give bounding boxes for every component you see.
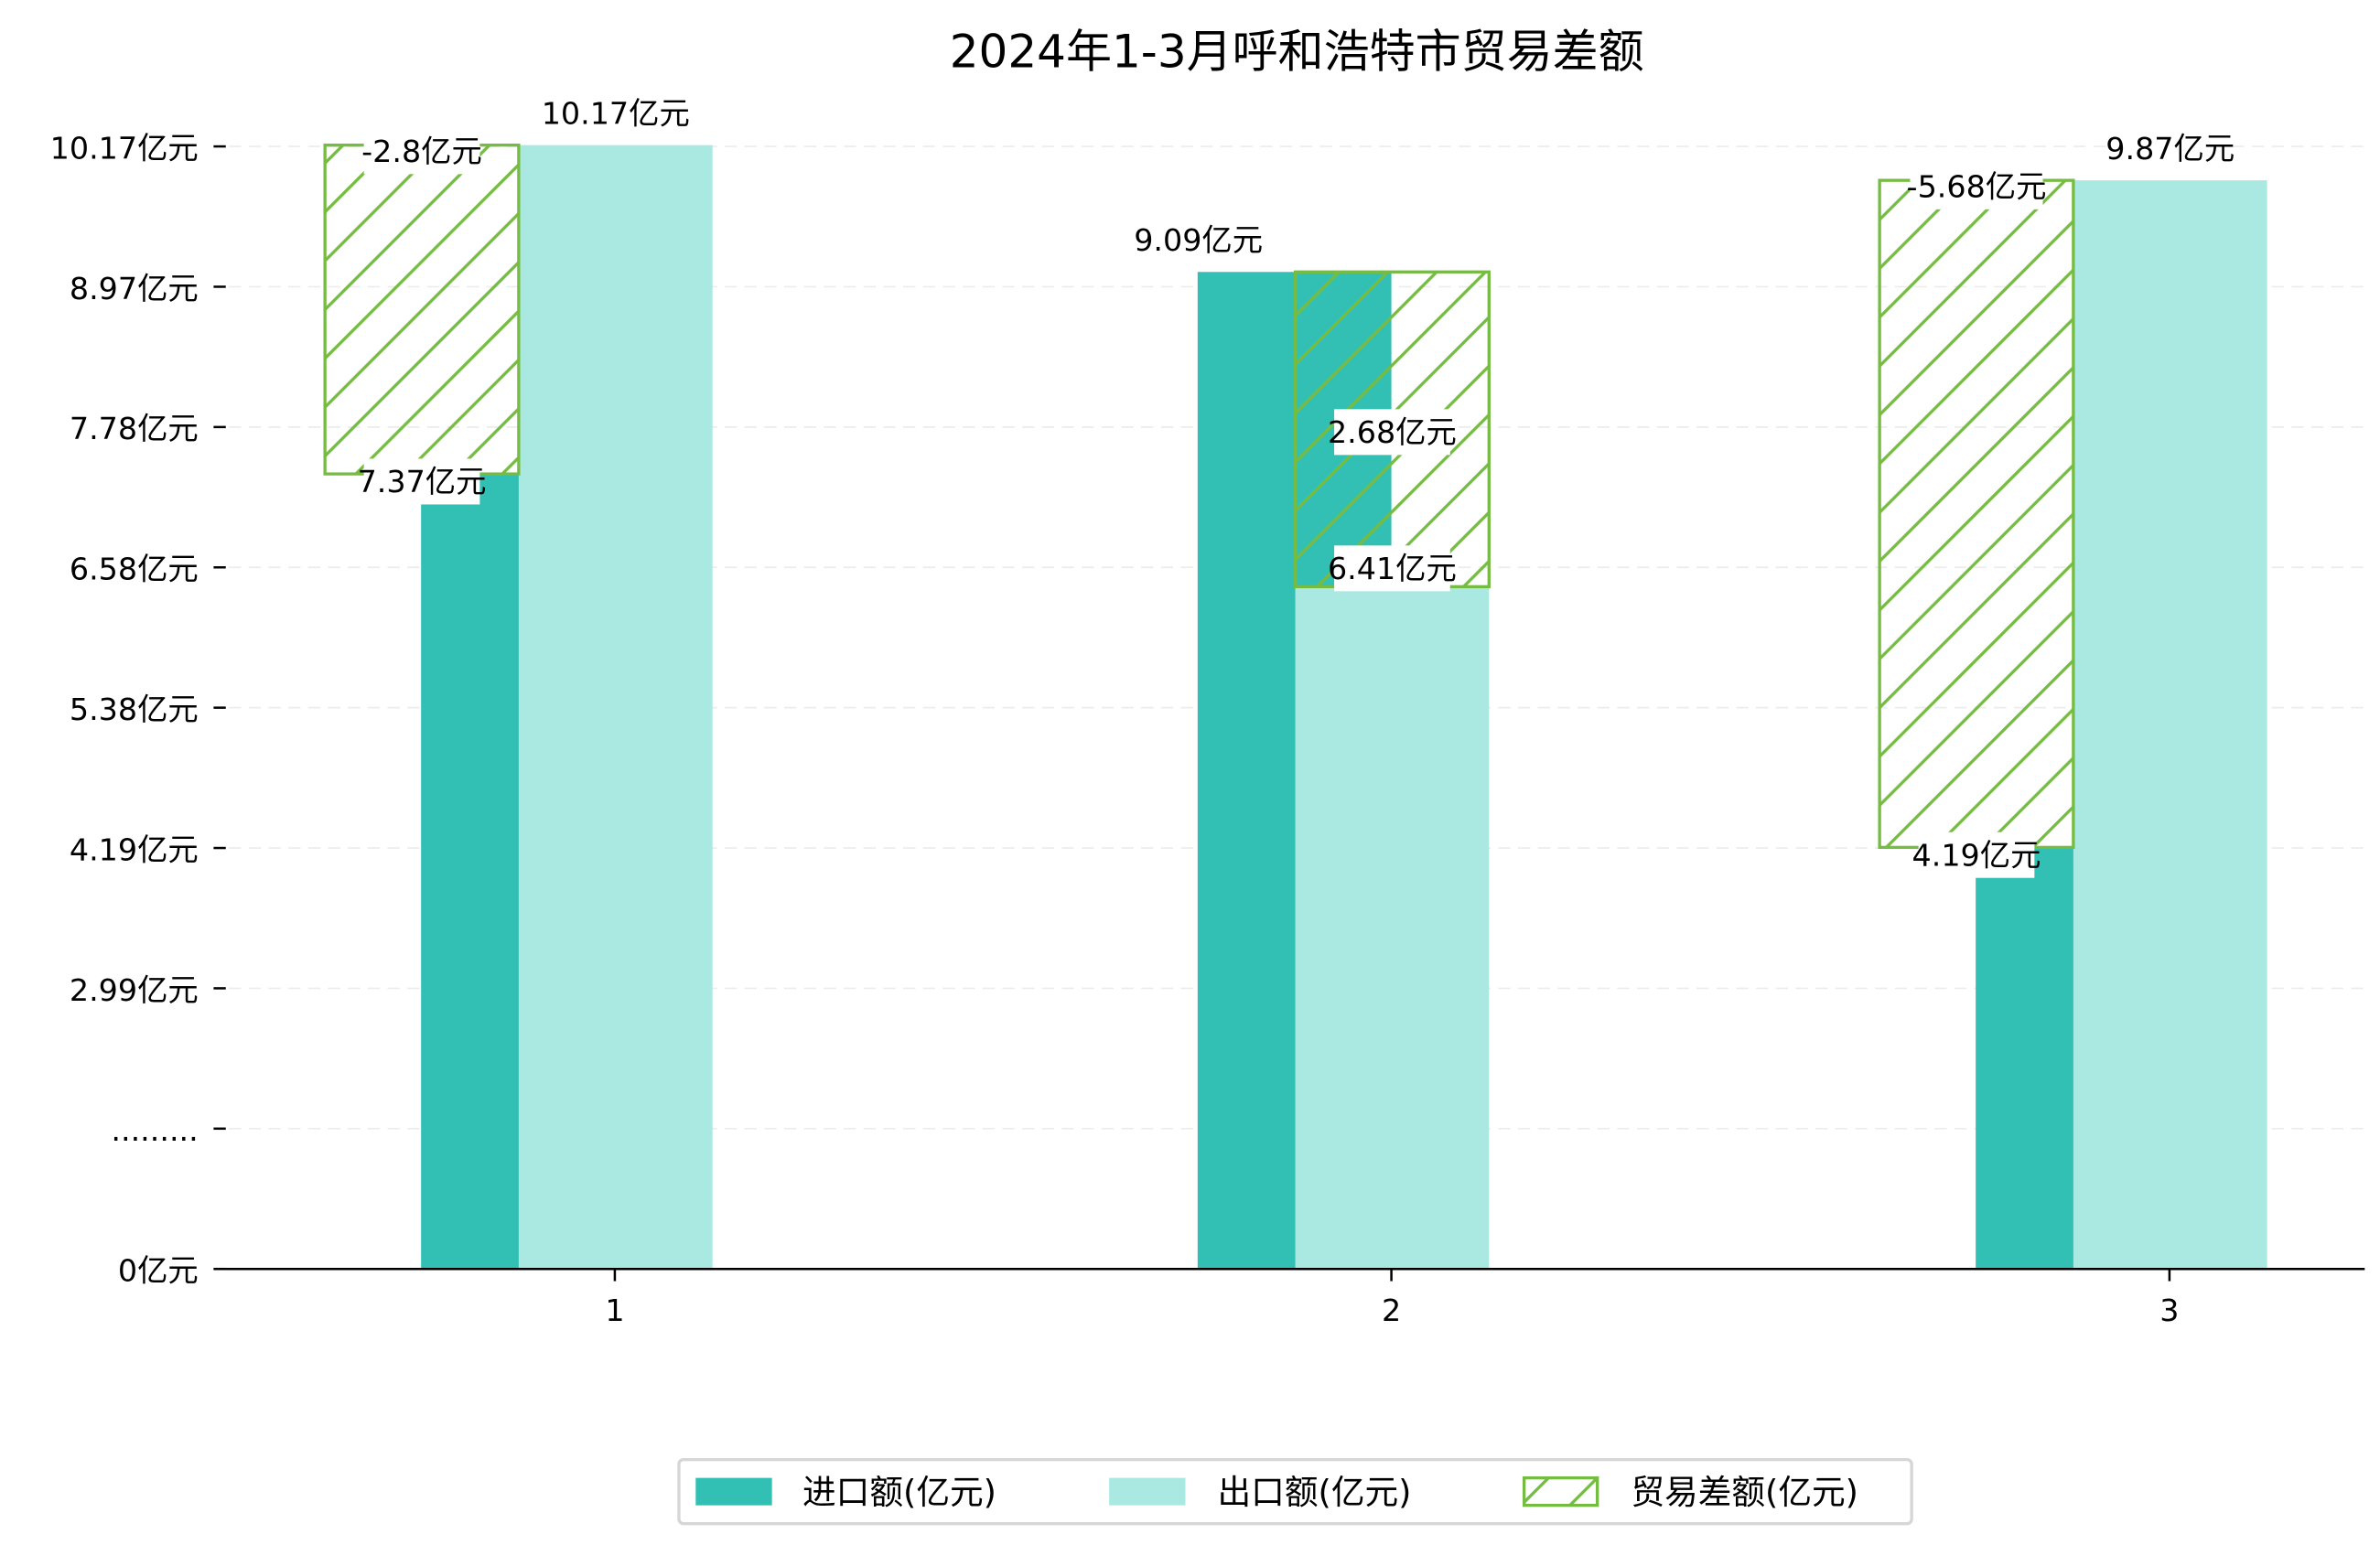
value-label-bg	[1140, 217, 1257, 263]
value-label-bg	[363, 458, 480, 505]
value-labels: -2.8亿元 7.37亿元 10.17亿元 9.09亿元 2.68亿元 6.41亿元 -5.…	[358, 90, 2235, 878]
legend-label-import: 进口额(亿元)	[802, 1473, 996, 1512]
legend: 进口额(亿元) 出口额(亿元) 贸易差额(亿元)	[677, 1457, 1913, 1526]
legend-swatch-balance	[1522, 1475, 1599, 1507]
x-axis: 1 2 3	[605, 1269, 2180, 1328]
y-axis: 0亿元......... 2.99亿元 4.19亿元 5.38亿元 6.58亿元 7.78…	[50, 130, 226, 1289]
y-tick-label: 5.38亿元	[70, 692, 199, 727]
y-tick-label: 8.97亿元	[70, 271, 199, 306]
legend-swatch-export	[1109, 1477, 1186, 1506]
value-label-bg	[1334, 545, 1450, 592]
value-label: 10.17亿元	[542, 95, 690, 131]
y-tick-label: 7.78亿元	[70, 411, 199, 446]
y-tick-label: 4.19亿元	[70, 832, 199, 867]
y-tick-label: 0亿元	[118, 1253, 199, 1289]
y-tick-label: 2.99亿元	[70, 972, 199, 1008]
legend-swatch-import	[695, 1477, 772, 1506]
value-label-bg	[363, 128, 480, 175]
bar-export	[518, 145, 713, 1270]
x-tick-label: 2	[1382, 1293, 1401, 1328]
value-label: 6.41亿元	[1328, 551, 1457, 586]
bar-trade-balance	[1878, 178, 2075, 850]
y-tick-label: .........	[111, 1112, 198, 1148]
bar-export	[1295, 586, 1490, 1270]
value-label-bg	[1910, 163, 2043, 209]
value-label-bg	[549, 90, 683, 136]
x-tick-label: 3	[2159, 1293, 2179, 1328]
value-label-bg	[2112, 125, 2229, 172]
legend-label-balance: 贸易差额(亿元)	[1631, 1473, 1858, 1512]
value-label: -2.8亿元	[361, 134, 482, 169]
y-tick-label: 10.17亿元	[50, 130, 199, 166]
value-label: 4.19亿元	[1912, 837, 2041, 873]
y-tick-label: 6.58亿元	[70, 552, 199, 587]
value-label-bg	[1334, 409, 1450, 456]
legend-label-export: 出口额(亿元)	[1218, 1473, 1412, 1512]
bar-trade-balance	[323, 143, 521, 476]
bar-export	[2073, 180, 2267, 1270]
chart-title: 2024年1-3月呼和浩特市贸易差额	[950, 25, 1644, 78]
value-label-bg	[1918, 832, 2035, 878]
value-label: 9.09亿元	[1134, 222, 1263, 258]
bars	[323, 143, 2267, 1270]
value-label: 2.68亿元	[1328, 414, 1457, 450]
value-label: -5.68亿元	[1907, 168, 2047, 204]
legend-frame	[677, 1457, 1913, 1526]
value-label: 7.37亿元	[358, 464, 487, 499]
x-tick-label: 1	[605, 1293, 624, 1328]
value-label: 9.87亿元	[2105, 131, 2235, 166]
